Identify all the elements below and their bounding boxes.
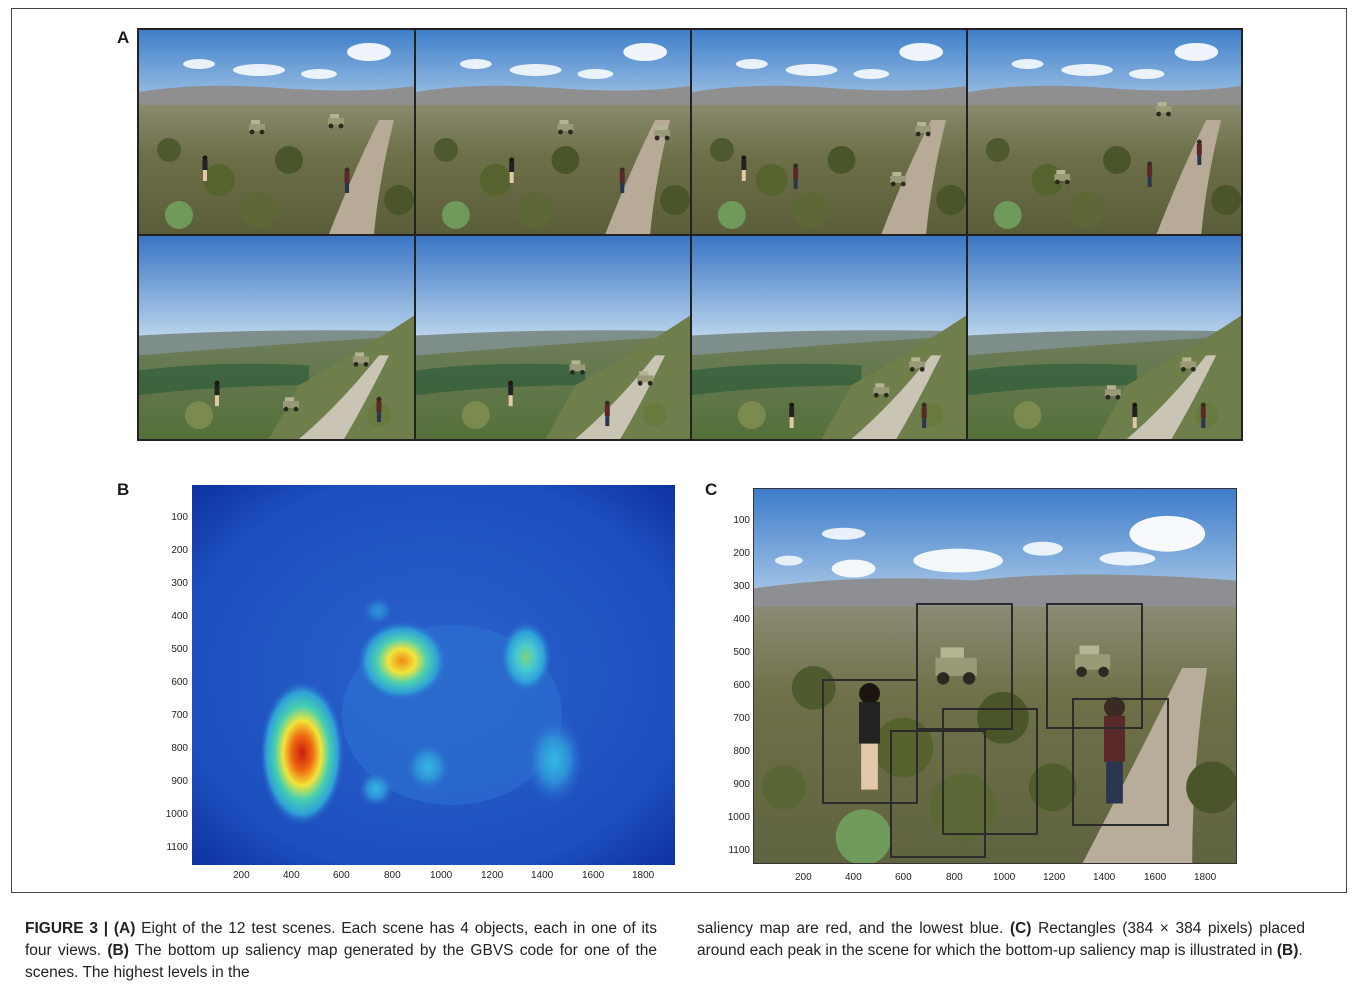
figure-caption-right: saliency map are red, and the lowest blu… bbox=[697, 918, 1305, 962]
c-y-tick: 700 bbox=[733, 713, 750, 724]
c-x-tick: 400 bbox=[845, 872, 862, 883]
b-y-tick: 100 bbox=[171, 512, 188, 523]
b-y-tick: 900 bbox=[171, 776, 188, 787]
c-y-tick: 300 bbox=[733, 581, 750, 592]
peak-rectangle bbox=[942, 708, 1038, 835]
peak-rectangle bbox=[916, 603, 1013, 730]
c-y-tick: 200 bbox=[733, 548, 750, 559]
scene-valley-1 bbox=[139, 236, 414, 439]
b-x-tick: 200 bbox=[233, 870, 250, 881]
b-y-tick: 200 bbox=[171, 545, 188, 556]
b-y-tick: 500 bbox=[171, 644, 188, 655]
figure-caption-left: FIGURE 3 | (A) Eight of the 12 test scen… bbox=[25, 918, 657, 984]
c-y-tick: 900 bbox=[733, 779, 750, 790]
annotated-scene-photo bbox=[753, 488, 1237, 864]
c-x-tick: 1800 bbox=[1194, 872, 1217, 883]
caption-a-tag: (A) bbox=[113, 920, 136, 937]
caption-c-tag: (C) bbox=[1009, 920, 1032, 937]
scene-valley-4 bbox=[968, 236, 1241, 439]
b-x-tick: 1200 bbox=[481, 870, 504, 881]
b-y-tick: 700 bbox=[171, 710, 188, 721]
c-x-tick: 1200 bbox=[1043, 872, 1066, 883]
b-y-tick: 1000 bbox=[165, 809, 188, 820]
panel-a-letter: A bbox=[117, 28, 130, 47]
c-y-tick: 1000 bbox=[727, 812, 750, 823]
peak-rectangle bbox=[890, 730, 986, 858]
b-y-tick: 300 bbox=[171, 578, 188, 589]
scene-desert-2 bbox=[416, 30, 690, 234]
scene-desert-4 bbox=[968, 30, 1241, 234]
panel-b-letter: B bbox=[117, 480, 130, 499]
figure-frame bbox=[11, 8, 1347, 893]
b-y-tick: 1100 bbox=[166, 842, 188, 853]
b-x-tick: 800 bbox=[384, 870, 401, 881]
scene-valley-2 bbox=[416, 236, 690, 439]
peak-rectangle bbox=[1046, 603, 1143, 729]
c-x-tick: 1000 bbox=[993, 872, 1016, 883]
c-x-tick: 1400 bbox=[1093, 872, 1116, 883]
c-y-tick: 100 bbox=[733, 515, 750, 526]
scene-desert-1 bbox=[139, 30, 414, 234]
caption-c-ref: (B) bbox=[1276, 942, 1299, 959]
test-scenes-grid bbox=[137, 28, 1243, 441]
b-x-tick: 1000 bbox=[430, 870, 453, 881]
c-x-tick: 200 bbox=[795, 872, 812, 883]
c-x-tick: 600 bbox=[895, 872, 912, 883]
peak-rectangle bbox=[1072, 698, 1169, 826]
b-y-tick: 600 bbox=[171, 677, 188, 688]
peak-rectangle bbox=[822, 679, 918, 804]
c-y-tick: 800 bbox=[733, 746, 750, 757]
caption-c-text: Rectangles (384 × 384 pixels) placed aro… bbox=[697, 920, 1305, 959]
caption-a-text: Eight of the 12 test scenes. Each scene … bbox=[25, 920, 657, 959]
c-y-tick: 500 bbox=[733, 647, 750, 658]
saliency-heatmap bbox=[192, 485, 675, 865]
b-x-tick: 1800 bbox=[632, 870, 655, 881]
b-x-tick: 400 bbox=[283, 870, 300, 881]
caption-c-end: . bbox=[1298, 942, 1303, 959]
caption-b-tag: (B) bbox=[107, 942, 129, 959]
b-x-tick: 1400 bbox=[531, 870, 554, 881]
c-x-tick: 1600 bbox=[1144, 872, 1167, 883]
scene-desert-3 bbox=[692, 30, 966, 234]
b-x-tick: 600 bbox=[333, 870, 350, 881]
c-x-tick: 800 bbox=[946, 872, 963, 883]
c-y-tick: 1100 bbox=[728, 845, 750, 856]
b-y-tick: 800 bbox=[171, 743, 188, 754]
c-y-tick: 400 bbox=[733, 614, 750, 625]
b-x-tick: 1600 bbox=[582, 870, 605, 881]
caption-col2-text: saliency map are red, and the lowest blu… bbox=[697, 920, 1010, 937]
b-y-tick: 400 bbox=[171, 611, 188, 622]
caption-b-text: The bottom up saliency map generated by … bbox=[25, 942, 657, 981]
c-y-tick: 600 bbox=[733, 680, 750, 691]
scene-valley-3 bbox=[692, 236, 966, 439]
caption-label: FIGURE 3 | bbox=[25, 920, 109, 937]
panel-c-letter: C bbox=[705, 480, 718, 499]
